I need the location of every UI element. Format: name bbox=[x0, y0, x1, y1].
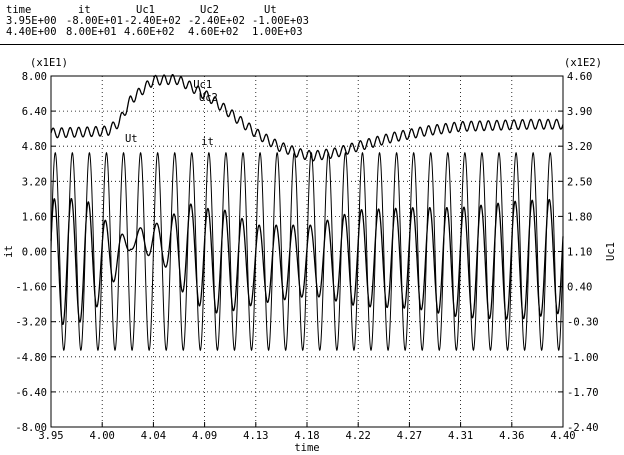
right-scale-label: (x1E2) bbox=[564, 57, 602, 69]
y-right-tick-label: 3.20 bbox=[567, 141, 592, 153]
y-right-tick-label: 3.90 bbox=[567, 106, 592, 118]
left-scale-label: (x1E1) bbox=[30, 57, 68, 69]
y-left-tick-label: -1.60 bbox=[15, 282, 47, 294]
y-left-tick-label: 6.40 bbox=[22, 106, 47, 118]
header-min-ut: -1.00E+03 bbox=[252, 15, 309, 27]
x-tick-label: 3.95 bbox=[38, 430, 63, 442]
y-left-tick-label: -6.40 bbox=[15, 387, 47, 399]
y-left-tick-label: 0.00 bbox=[22, 247, 47, 259]
header-max-ut: 1.00E+03 bbox=[252, 26, 303, 38]
y-right-tick-label: -2.40 bbox=[567, 422, 599, 434]
x-tick-label: 4.22 bbox=[346, 430, 371, 442]
x-tick-label: 4.13 bbox=[243, 430, 268, 442]
x-tick-label: 4.36 bbox=[499, 430, 524, 442]
y-right-tick-label: 1.80 bbox=[567, 211, 592, 223]
x-tick-label: 4.18 bbox=[294, 430, 319, 442]
y-left-tick-label: 4.80 bbox=[22, 141, 47, 153]
header-name-time: time bbox=[6, 4, 32, 16]
series-line-uc1 bbox=[50, 73, 564, 162]
header-min-uc2: -2.40E+02 bbox=[188, 15, 245, 27]
y-left-tick-label: -4.80 bbox=[15, 352, 47, 364]
y-left-tick-label: 3.20 bbox=[22, 176, 47, 188]
series-label-uc1: Uc1 bbox=[193, 79, 212, 91]
y-right-tick-label: -1.70 bbox=[567, 387, 599, 399]
series-line-it bbox=[50, 197, 564, 326]
series-label-ut: Ut bbox=[125, 133, 138, 145]
y-left-axis-label: it bbox=[3, 245, 15, 258]
y-left-tick-label: 8.00 bbox=[22, 71, 47, 83]
series-group bbox=[50, 73, 564, 352]
header-max-it: 8.00E+01 bbox=[66, 26, 117, 38]
x-tick-label: 4.40 bbox=[550, 430, 575, 442]
y-left-tick-label: -3.20 bbox=[15, 317, 47, 329]
x-tick-label: 4.27 bbox=[397, 430, 422, 442]
y-right-tick-label: 2.50 bbox=[567, 176, 592, 188]
header-max-time: 4.40E+00 bbox=[6, 26, 57, 38]
header-name-it: it bbox=[78, 4, 91, 16]
x-tick-label: 4.09 bbox=[192, 430, 217, 442]
header-name-ut: Ut bbox=[264, 4, 277, 16]
header-divider bbox=[0, 44, 624, 45]
grid-lines bbox=[51, 76, 563, 427]
y-right-tick-label: 1.10 bbox=[567, 247, 592, 259]
y-right-tick-label: 4.60 bbox=[567, 71, 592, 83]
variable-range-header: time it Uc1 Uc2 Ut 3.95E+00 -8.00E+01 -2.40E+0… bbox=[0, 0, 624, 48]
header-min-it: -8.00E+01 bbox=[66, 15, 123, 27]
y-left-tick-label: 1.60 bbox=[22, 211, 47, 223]
header-name-uc2: Uc2 bbox=[200, 4, 219, 16]
header-name-uc1: Uc1 bbox=[136, 4, 155, 16]
header-min-uc1: -2.40E+02 bbox=[124, 15, 181, 27]
axis-labels: 3.95 4.00 4.04 4.09 4.13 4.18 4.22 4.27 4.31 4.36… bbox=[3, 57, 617, 454]
y-left-tick-label: -8.00 bbox=[15, 422, 47, 434]
header-max-uc2: 4.60E+02 bbox=[188, 26, 239, 38]
series-label-uc2: Uc2 bbox=[199, 92, 218, 104]
y-right-tick-label: -0.30 bbox=[567, 317, 599, 329]
y-right-axis-label: Uc1 bbox=[605, 242, 617, 261]
header-min-time: 3.95E+00 bbox=[6, 15, 57, 27]
y-right-tick-label: 0.40 bbox=[567, 282, 592, 294]
x-axis-label: time bbox=[294, 442, 319, 454]
x-tick-label: 4.31 bbox=[448, 430, 473, 442]
axis-ticks bbox=[50, 75, 564, 428]
x-tick-label: 4.04 bbox=[141, 430, 166, 442]
y-right-tick-label: -1.00 bbox=[567, 352, 599, 364]
series-label-it: it bbox=[201, 136, 214, 148]
header-max-uc1: 4.60E+02 bbox=[124, 26, 175, 38]
x-tick-label: 4.00 bbox=[90, 430, 115, 442]
